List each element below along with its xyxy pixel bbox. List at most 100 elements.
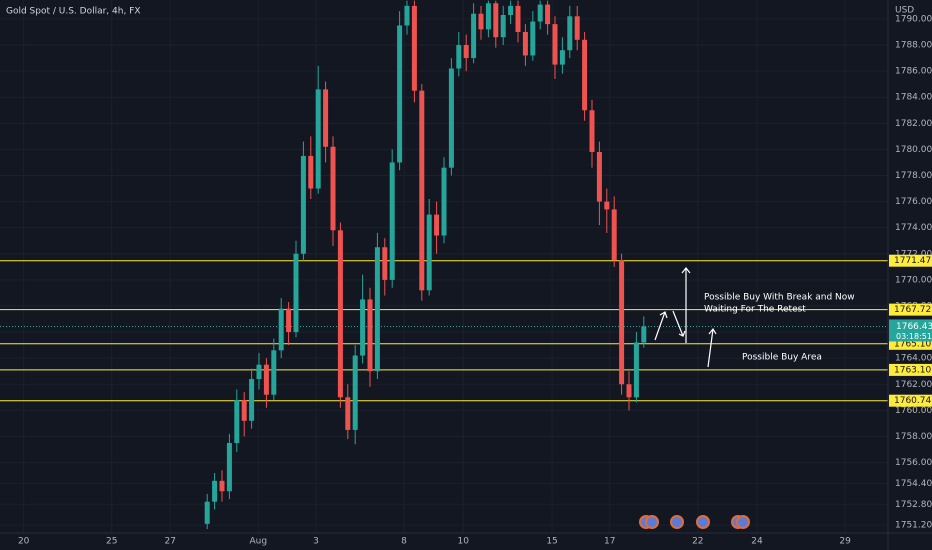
x-tick-label: 8 (401, 537, 407, 547)
candle-body (493, 3, 499, 38)
candle-body (234, 399, 240, 443)
candle-body (404, 5, 410, 26)
candle-body (456, 45, 462, 69)
candle-body (559, 50, 565, 65)
candle-body (315, 89, 321, 189)
candle-body (545, 4, 551, 25)
candle-body (204, 501, 210, 524)
y-tick-label: 1758.00 (895, 432, 932, 442)
x-tick-label: 3 (313, 537, 319, 547)
y-tick-label: 1784.00 (895, 93, 932, 103)
y-tick-label: 1751.20 (895, 521, 932, 531)
candle-body (278, 308, 284, 351)
y-tick-label: 1764.00 (895, 354, 932, 364)
y-tick-label: 1786.00 (895, 67, 932, 77)
annotation: Possible Buy With Break and Now (704, 293, 855, 303)
candle-body (263, 364, 269, 395)
candle-body (611, 209, 617, 261)
x-tick-label: 20 (18, 537, 30, 547)
event-icon (696, 515, 710, 529)
candle-body (604, 201, 610, 210)
last-price-label: 1766.43 (896, 322, 932, 332)
candle-body (212, 480, 218, 502)
candle-body (323, 89, 329, 147)
x-tick-label: 15 (546, 537, 557, 547)
candle-body (293, 253, 299, 333)
candle-body (522, 31, 528, 56)
annotation: Possible Buy Area (742, 353, 822, 363)
y-tick-label: 1790.00 (895, 14, 932, 24)
last-price-box (889, 319, 932, 342)
candle-body (641, 326, 647, 343)
y-tick-label: 1780.00 (895, 145, 932, 155)
y-tick-label: 1762.00 (895, 380, 932, 390)
x-tick-label: 22 (692, 537, 703, 547)
level-label: 1767.72 (894, 305, 931, 315)
candle-body (426, 214, 432, 291)
event-icon (736, 515, 750, 529)
level-label: 1771.47 (894, 256, 931, 266)
arrow (654, 311, 668, 341)
candle-body (226, 442, 232, 492)
candle-body (308, 155, 314, 189)
candle-body (434, 214, 440, 236)
candle-body (219, 480, 225, 492)
candle-body (633, 342, 639, 398)
chart-title: Gold Spot / U.S. Dollar, 4h, FX (6, 7, 141, 17)
candle-body (345, 397, 351, 430)
y-tick-label: 1754.40 (895, 479, 932, 489)
level-label: 1765.10 (894, 339, 931, 349)
candle-body (337, 230, 343, 398)
arrow (707, 327, 717, 368)
candle-body (382, 247, 388, 280)
x-tick-label: 17 (604, 537, 615, 547)
level-label-box (889, 363, 932, 376)
arrow (672, 310, 686, 337)
y-tick-label: 1772.00 (895, 249, 932, 259)
candle-body (530, 21, 536, 56)
candle-body (411, 5, 417, 91)
candle-body (330, 146, 336, 231)
candle-body (574, 16, 580, 40)
candles (204, 0, 647, 530)
annotation: Waiting For The Retest (704, 305, 806, 315)
candle-body (596, 152, 602, 202)
levels (0, 260, 888, 402)
candle-body (567, 16, 573, 51)
candle-body (471, 13, 477, 59)
event-icon (645, 515, 659, 529)
candle-body (367, 299, 373, 372)
y-tick-label: 1752.80 (895, 500, 932, 510)
y-tick-label: 1788.00 (895, 41, 932, 51)
y-tick-label: 1774.00 (895, 223, 932, 233)
candle-body (360, 299, 366, 356)
currency: USD (895, 6, 914, 16)
y-tick-label: 1778.00 (895, 171, 932, 181)
candle-body (374, 247, 380, 372)
level-label: 1763.10 (894, 365, 931, 375)
candle-body (485, 3, 491, 30)
y-tick-label: 1760.00 (895, 406, 932, 416)
candle-body (389, 162, 395, 280)
candle-body (619, 260, 625, 385)
y-tick-label: 1776.00 (895, 197, 932, 207)
event-icons (639, 515, 750, 529)
candle-body (271, 350, 277, 395)
level-label: 1760.74 (894, 396, 931, 406)
candle-body (441, 167, 447, 236)
arrow (681, 267, 691, 343)
candle-body (463, 45, 469, 59)
candle-body (478, 13, 484, 30)
candle-body (626, 384, 632, 398)
candle-body (256, 364, 262, 380)
candle-body (448, 68, 454, 168)
candle-body (286, 308, 292, 333)
candle-body (552, 24, 558, 65)
event-icon (670, 515, 684, 529)
y-tick-label: 1770.00 (895, 275, 932, 285)
y-tick-label: 1782.00 (895, 119, 932, 129)
level-label-box (889, 394, 932, 407)
candle-body (515, 5, 521, 32)
